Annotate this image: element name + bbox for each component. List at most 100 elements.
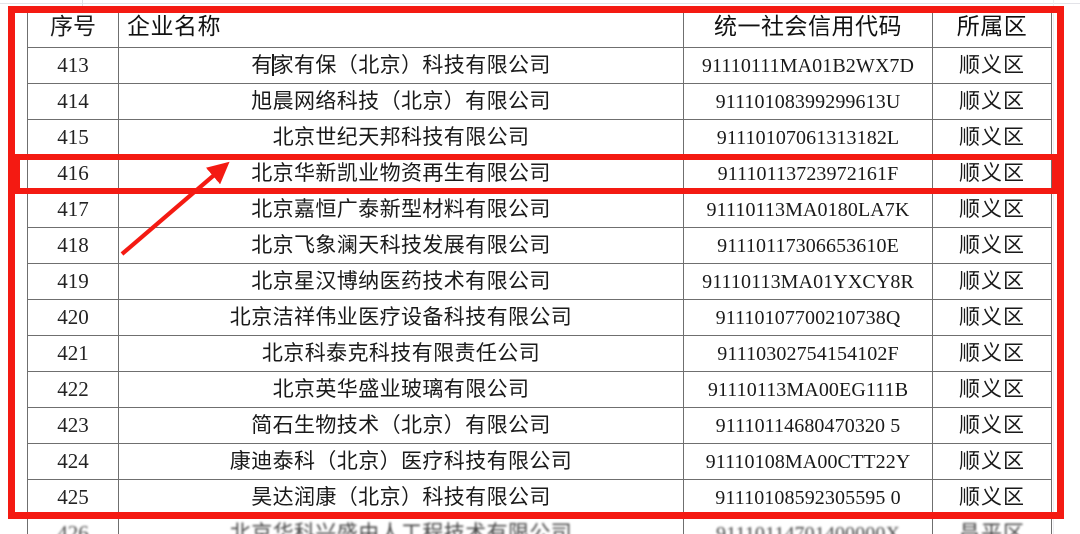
row-index-value: 422 <box>57 376 89 401</box>
cell-index: 418 <box>27 227 119 264</box>
cell-district: 顺义区 <box>932 227 1052 264</box>
cell-district: 顺义区 <box>932 299 1052 336</box>
table-row[interactable]: 424 康迪泰科（北京）医疗科技有限公司 91110108MA00CTT22Y … <box>27 443 1052 480</box>
row-district-value: 顺义区 <box>959 196 1025 221</box>
row-district-value: 顺义区 <box>959 88 1025 113</box>
cell-name: 北京华新凯业物资再生有限公司 <box>118 155 684 192</box>
row-name-value: 康迪泰科（北京）医疗科技有限公司 <box>229 448 573 473</box>
table-row[interactable]: 425 昊达润康（北京）科技有限公司 91110108592305595 0 顺… <box>27 479 1052 516</box>
row-name-value: 北京英华盛业玻璃有限公司 <box>272 376 530 401</box>
row-code-value: 91110107061313182L <box>716 126 900 149</box>
row-name-value: 简石生物技术（北京）有限公司 <box>251 412 551 437</box>
row-district-value: 顺义区 <box>959 232 1025 257</box>
row-district-value: 顺义区 <box>959 124 1025 149</box>
table-row[interactable]: 419 北京星汉博纳医药技术有限公司 91110113MA01YXCY8R 顺义… <box>27 263 1052 300</box>
cell-code: 91110108MA00CTT22Y <box>683 443 933 480</box>
enterprise-table: 序号 企业名称 统一社会信用代码 所属区 413 <box>27 6 1052 534</box>
row-index-value: 417 <box>57 196 89 221</box>
cell-district: 顺义区 <box>932 443 1052 480</box>
cell-name: 北京华科兴盛由人工程技术有限公司 <box>118 515 684 534</box>
row-code-value: 91110114701400000X <box>715 522 901 534</box>
cell-code: 91110107061313182L <box>683 119 933 156</box>
table-row[interactable]: 421 北京科泰克科技有限责任公司 91110302754154102F 顺义区 <box>27 335 1052 372</box>
row-code-value: 91110108592305595 0 <box>715 486 901 509</box>
cell-name[interactable]: 有家有保（北京）科技有限公司 <box>118 47 684 84</box>
row-name-value-before-caret: 有 <box>251 52 273 77</box>
row-code-value: 91110114680470320 5 <box>715 414 901 437</box>
row-code-value: 91110111MA01B2WX7D <box>701 54 915 77</box>
row-code-value: 91110113MA0180LA7K <box>706 198 910 221</box>
table-row[interactable]: 420 北京洁祥伟业医疗设备科技有限公司 91110107700210738Q … <box>27 299 1052 336</box>
cell-district: 顺义区 <box>932 191 1052 228</box>
row-code-value: 91110107700210738Q <box>715 306 901 329</box>
cell-index: 415 <box>27 119 119 156</box>
column-header-index-label: 序号 <box>50 14 96 40</box>
table-row[interactable]: 417 北京嘉恒广泰新型材料有限公司 91110113MA0180LA7K 顺义… <box>27 191 1052 228</box>
cell-code: 91110108399299613U <box>683 83 933 120</box>
table-row-highlighted[interactable]: 416 北京华新凯业物资再生有限公司 91110113723972161F 顺义… <box>27 155 1052 192</box>
row-name-value: 北京科泰克科技有限责任公司 <box>261 340 541 365</box>
table-row[interactable]: 413 有家有保（北京）科技有限公司 91110111MA01B2WX7D 顺义… <box>27 47 1052 84</box>
table-row-clipped[interactable]: 426 北京华科兴盛由人工程技术有限公司 91110114701400000X … <box>27 515 1052 534</box>
cell-name: 北京洁祥伟业医疗设备科技有限公司 <box>118 299 684 336</box>
row-name-value: 北京华科兴盛由人工程技术有限公司 <box>229 520 573 534</box>
table-row[interactable]: 415 北京世纪天邦科技有限公司 91110107061313182L 顺义区 <box>27 119 1052 156</box>
page-right-edge-line <box>1053 0 1054 534</box>
column-header-code: 统一社会信用代码 <box>683 6 933 48</box>
row-code-value: 91110302754154102F <box>717 342 899 365</box>
row-district-value: 顺义区 <box>959 484 1025 509</box>
cell-name: 北京科泰克科技有限责任公司 <box>118 335 684 372</box>
cell-code: 91110111MA01B2WX7D <box>683 47 933 84</box>
row-index-value: 416 <box>57 160 89 185</box>
table-row[interactable]: 414 旭晨网络科技（北京）有限公司 91110108399299613U 顺义… <box>27 83 1052 120</box>
row-code-value: 91110108MA00CTT22Y <box>705 450 911 473</box>
row-district-value: 顺义区 <box>959 52 1025 77</box>
table-row[interactable]: 422 北京英华盛业玻璃有限公司 91110113MA00EG111B 顺义区 <box>27 371 1052 408</box>
row-code-value: 91110108399299613U <box>715 90 901 113</box>
cell-district: 顺义区 <box>932 155 1052 192</box>
row-name-value: 有家有保（北京）科技有限公司 <box>119 52 683 77</box>
row-district-value: 顺义区 <box>959 412 1025 437</box>
cell-name: 康迪泰科（北京）医疗科技有限公司 <box>118 443 684 480</box>
row-index-value: 421 <box>57 340 89 365</box>
column-header-district: 所属区 <box>932 6 1052 48</box>
row-name-value-after-caret: 家有保（北京）科技有限公司 <box>272 52 551 77</box>
cell-index: 420 <box>27 299 119 336</box>
row-index-value: 420 <box>57 304 89 329</box>
table-row[interactable]: 418 北京飞象澜天科技发展有限公司 91110117306653610E 顺义… <box>27 227 1052 264</box>
page-top-edge-line <box>0 3 1080 4</box>
row-name-value: 北京飞象澜天科技发展有限公司 <box>251 232 551 257</box>
cell-district: 顺义区 <box>932 263 1052 300</box>
cell-index: 419 <box>27 263 119 300</box>
table-row[interactable]: 423 简石生物技术（北京）有限公司 91110114680470320 5 顺… <box>27 407 1052 444</box>
cell-index: 417 <box>27 191 119 228</box>
cell-district: 顺义区 <box>932 47 1052 84</box>
cell-district: 顺义区 <box>932 83 1052 120</box>
cell-name: 旭晨网络科技（北京）有限公司 <box>118 83 684 120</box>
cell-index: 413 <box>27 47 119 84</box>
row-code-value: 91110113MA00EG111B <box>707 378 909 401</box>
cell-code: 91110113MA0180LA7K <box>683 191 933 228</box>
row-index-value: 418 <box>57 232 89 257</box>
cell-district: 顺义区 <box>932 407 1052 444</box>
row-name-value: 北京世纪天邦科技有限公司 <box>272 124 530 149</box>
cell-code: 91110302754154102F <box>683 335 933 372</box>
cell-code: 91110113MA00EG111B <box>683 371 933 408</box>
cell-index: 424 <box>27 443 119 480</box>
row-code-value: 91110113723972161F <box>717 162 899 185</box>
cell-name: 北京嘉恒广泰新型材料有限公司 <box>118 191 684 228</box>
cell-name: 北京英华盛业玻璃有限公司 <box>118 371 684 408</box>
cell-code: 91110117306653610E <box>683 227 933 264</box>
row-index-value: 424 <box>57 448 89 473</box>
row-index-value: 415 <box>57 124 89 149</box>
cell-district: 顺义区 <box>932 371 1052 408</box>
row-district-value: 顺义区 <box>959 304 1025 329</box>
row-name-value: 北京星汉博纳医药技术有限公司 <box>251 268 551 293</box>
row-code-value: 91110117306653610E <box>717 234 899 257</box>
cell-name: 北京星汉博纳医药技术有限公司 <box>118 263 684 300</box>
cell-name: 昊达润康（北京）科技有限公司 <box>118 479 684 516</box>
column-header-name: 企业名称 <box>118 6 684 48</box>
row-district-value: 顺义区 <box>959 160 1025 185</box>
cell-name: 北京世纪天邦科技有限公司 <box>118 119 684 156</box>
